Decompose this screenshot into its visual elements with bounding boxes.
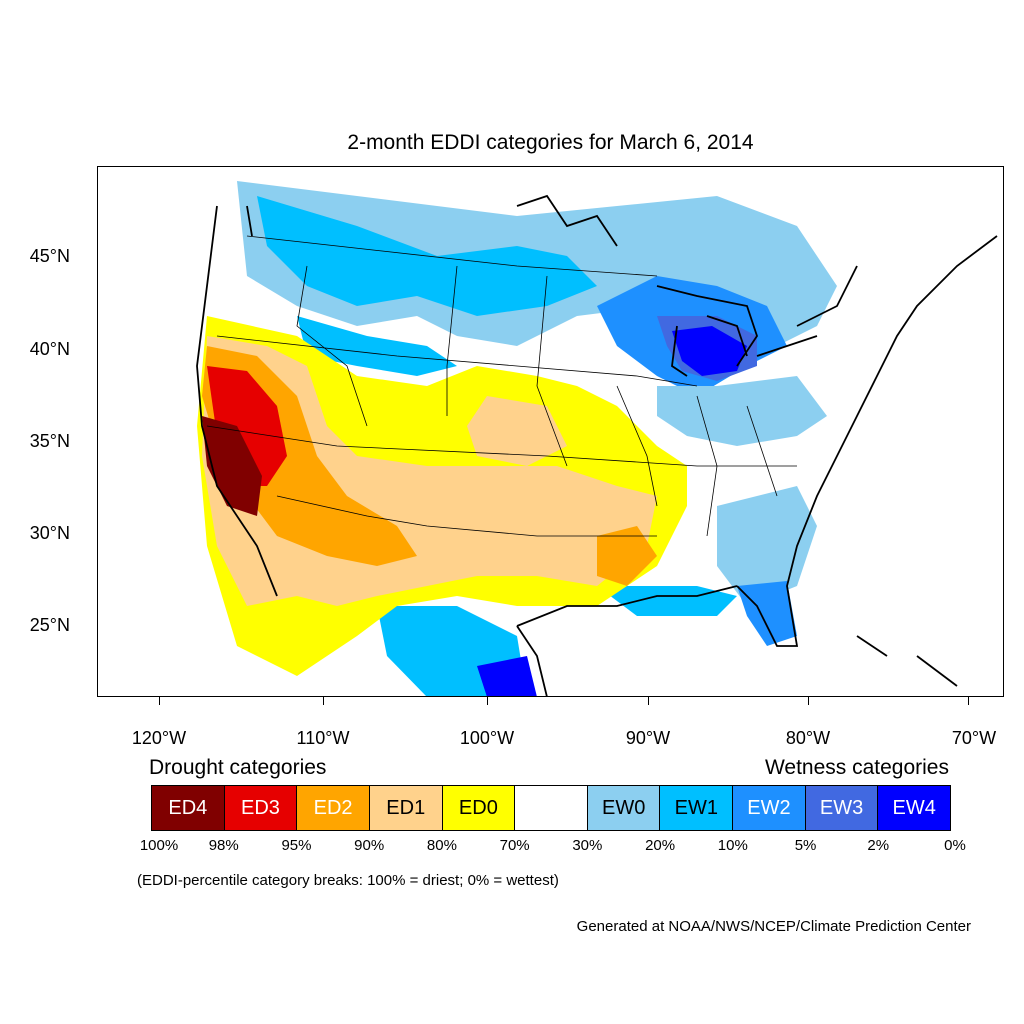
drought-region-ed2-south xyxy=(597,526,657,586)
wet-region-florida-ew2 xyxy=(737,581,797,646)
wet-region-gulf-ew1 xyxy=(597,586,737,616)
lat-label: 45°N xyxy=(29,246,70,266)
credit-line: Generated at NOAA/NWS/NCEP/Climate Predi… xyxy=(576,918,971,935)
lon-label: 120°W xyxy=(131,728,187,748)
coastlines xyxy=(196,194,998,697)
colorbar-cell: EW0 xyxy=(587,786,661,830)
drought-categories-heading: Drought categories xyxy=(149,756,327,779)
colorbar-cell: EW3 xyxy=(805,786,879,830)
lat-label: 30°N xyxy=(29,523,70,543)
colorbar-cell: EW4 xyxy=(878,786,951,830)
wet-region-mexico-ew4 xyxy=(477,656,537,697)
category-colorbar: ED4 ED3 ED2 ED1 ED0 EW0 EW1 EW2 EW3 EW4 xyxy=(151,785,951,831)
political-boundaries xyxy=(206,235,797,537)
colorbar-break-label: 80% xyxy=(426,837,457,854)
map-layers xyxy=(97,166,1004,697)
lat-label: 40°N xyxy=(29,339,70,359)
colorbar-break-label: 100% xyxy=(139,837,179,854)
wet-region-ohio-ew0 xyxy=(657,376,827,446)
map-border xyxy=(97,166,1004,697)
colorbar-cell: ED1 xyxy=(369,786,443,830)
lon-ticks xyxy=(97,697,1004,707)
map-plot-area xyxy=(97,166,1004,697)
lon-label: 80°W xyxy=(785,728,831,748)
colorbar-break-label: 30% xyxy=(572,837,603,854)
wet-region-great-lakes-ew4 xyxy=(672,326,747,376)
colorbar-cell: ED0 xyxy=(442,786,516,830)
colorbar-cell: ED2 xyxy=(297,786,370,830)
colorbar-break-label: 90% xyxy=(354,837,385,854)
lat-label: 25°N xyxy=(29,615,70,635)
lon-label: 100°W xyxy=(459,728,515,748)
lon-label: 110°W xyxy=(296,728,350,748)
lon-label: 70°W xyxy=(951,728,997,748)
colorbar-cell: ED4 xyxy=(152,786,225,830)
colorbar-break-label: 0% xyxy=(944,837,966,854)
wetness-categories-heading: Wetness categories xyxy=(764,756,949,779)
lon-label: 90°W xyxy=(625,728,671,748)
colorbar-cell: EW1 xyxy=(660,786,734,830)
colorbar-break-label: 20% xyxy=(645,837,676,854)
colorbar-cell: ED3 xyxy=(224,786,298,830)
map-title: 2-month EDDI categories for March 6, 201… xyxy=(347,131,754,154)
category-breaks-note: (EDDI-percentile category breaks: 100% =… xyxy=(137,872,559,889)
wet-region-southeast-ew0 xyxy=(717,486,817,606)
colorbar-break-label: 5% xyxy=(794,837,817,854)
wet-region-plains-ew1 xyxy=(297,316,457,376)
colorbar-break-label: 98% xyxy=(208,837,239,854)
colorbar-break-label: 10% xyxy=(717,837,748,854)
colorbar-break-label: 95% xyxy=(281,837,312,854)
drought-region-ed1-plains xyxy=(467,396,567,466)
lat-label: 35°N xyxy=(29,431,70,451)
colorbar-cell: EW2 xyxy=(733,786,806,830)
drought-region-ed4 xyxy=(202,416,262,516)
colorbar-break-label: 2% xyxy=(867,837,890,854)
colorbar-break-label: 70% xyxy=(499,837,530,854)
colorbar-cell xyxy=(515,786,588,830)
